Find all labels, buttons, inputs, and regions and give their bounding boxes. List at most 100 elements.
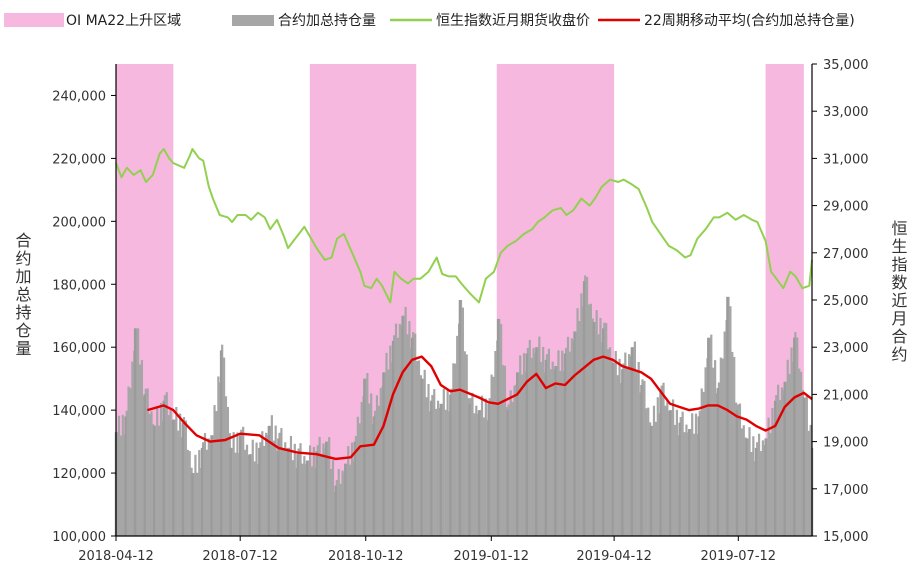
oi-bar-point-18 <box>286 447 290 536</box>
oi-bar <box>389 345 392 536</box>
oi-bar <box>414 333 417 536</box>
oi-bar <box>245 444 249 536</box>
oi-bar <box>442 388 445 536</box>
oi-bar <box>339 483 342 536</box>
oi-bar <box>532 347 535 536</box>
oi-bar <box>196 472 199 536</box>
oi-bar <box>704 367 707 536</box>
oi-bar <box>511 401 514 536</box>
right-tick-label-5: 25,000 <box>823 294 869 309</box>
oi-bar <box>379 388 382 536</box>
oi-bar-point-11 <box>219 350 223 536</box>
oi-bar <box>589 303 593 536</box>
oi-bar <box>777 384 780 536</box>
oi-bar-point-50 <box>592 322 595 536</box>
oi-bar-point-10 <box>210 435 213 536</box>
left-axis-title: 合约加总持仓量 <box>13 232 32 358</box>
oi-bar <box>318 436 321 536</box>
oi-bar-point-46 <box>554 366 557 536</box>
oi-bar-point-62 <box>707 337 710 536</box>
oi-bar <box>454 363 457 536</box>
oi-bar <box>375 395 379 536</box>
oi-bar <box>408 321 411 536</box>
legend-swatch-band <box>4 13 64 27</box>
oi-bar <box>647 407 650 536</box>
oi-bar <box>291 460 294 536</box>
oi-bar-point-29 <box>391 340 395 536</box>
oi-bar-point-17 <box>277 438 280 536</box>
oi-bar <box>461 307 465 536</box>
oi-bar <box>662 382 665 536</box>
oi-bar-point-33 <box>430 400 433 536</box>
oi-bar-point-34 <box>439 403 442 536</box>
oi-bar <box>179 413 182 536</box>
oi-bar-point-25 <box>353 441 357 536</box>
oi-bar <box>274 425 277 536</box>
oi-bar <box>184 420 187 536</box>
oi-bar <box>731 351 734 536</box>
oi-bar <box>538 336 541 536</box>
oi-bar <box>328 437 331 536</box>
oi-bar-point-47 <box>563 353 567 536</box>
oi-bar <box>188 451 191 536</box>
oi-bar-point-20 <box>305 460 309 536</box>
right-tick-label-3: 21,000 <box>823 388 869 403</box>
oi-bar-point-38 <box>477 410 481 536</box>
oi-bar <box>771 407 774 536</box>
oi-bar <box>150 411 153 536</box>
oi-bar <box>729 306 732 536</box>
oi-bar <box>117 415 121 536</box>
oi-bar <box>714 360 717 536</box>
oi-bar <box>557 350 560 536</box>
oi-bar-point-37 <box>468 403 471 536</box>
oi-bar <box>769 433 772 536</box>
oi-bar-point-57 <box>659 391 662 536</box>
oi-bar <box>341 470 344 536</box>
oi-bar <box>685 424 688 536</box>
oi-bar <box>360 401 363 536</box>
left-tick-label-3: 160,000 <box>52 341 106 356</box>
oi-bar <box>595 310 598 536</box>
oi-bar <box>396 337 400 536</box>
oi-bar-point-49 <box>582 281 586 536</box>
oi-bar <box>169 410 172 536</box>
oi-bar <box>759 451 763 536</box>
oi-bar <box>263 446 266 536</box>
oi-bar-point-4 <box>153 425 156 536</box>
oi-bar-point-68 <box>764 438 767 536</box>
oi-bar <box>490 374 493 536</box>
oi-bar <box>131 361 134 536</box>
oi-bar <box>618 358 621 536</box>
oi-bar <box>222 357 226 536</box>
oi-bar <box>358 423 361 536</box>
oi-bar <box>404 306 407 536</box>
oi-bar-point-39 <box>487 403 490 536</box>
oi-bar <box>337 468 340 536</box>
oi-bar <box>452 363 455 536</box>
oi-bar-point-30 <box>401 315 404 536</box>
oi-bar-point-28 <box>382 372 385 536</box>
oi-bar <box>475 405 478 536</box>
oi-bar <box>121 414 124 536</box>
oi-bar <box>308 445 312 536</box>
oi-bar <box>194 454 197 536</box>
oi-bar <box>652 405 656 536</box>
oi-bar <box>119 435 123 536</box>
oi-bar <box>175 406 178 536</box>
oi-bar <box>666 400 669 536</box>
oi-bar <box>790 347 793 536</box>
oi-bar <box>750 451 753 536</box>
oi-bar-point-70 <box>783 381 786 536</box>
oi-bar <box>299 443 302 536</box>
oi-bar <box>568 351 572 536</box>
oi-bar <box>761 440 764 536</box>
oi-bar <box>215 411 218 536</box>
oi-bar-point-13 <box>238 435 242 536</box>
open-interest-bars-layer <box>114 275 814 536</box>
axes-layer: 100,000 120,000 140,000 160,000 180,000 200,0… <box>13 58 908 564</box>
oi-bar <box>626 367 629 536</box>
oi-bar-point-72 <box>802 397 806 536</box>
oi-bar-point-1 <box>124 416 127 536</box>
oi-bar <box>519 355 522 536</box>
